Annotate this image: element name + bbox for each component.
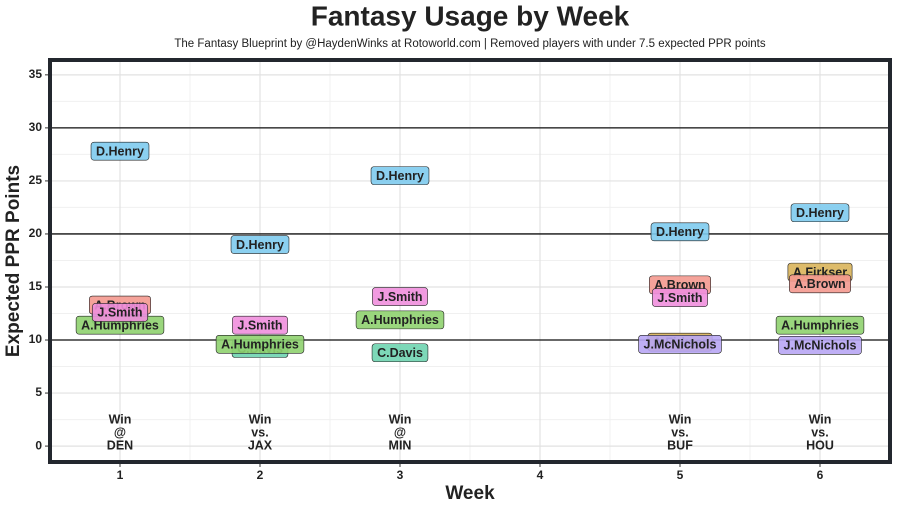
point-label: J.McNichols [778,336,862,355]
x-tick-label: 3 [397,468,404,482]
chart-title: Fantasy Usage by Week [311,0,630,31]
y-tick-label: 35 [29,67,43,81]
annotation: HOU [806,438,834,452]
plot-border [48,58,892,464]
annotation: @ [114,425,126,439]
point-label: A.Brown [789,274,851,294]
y-tick-label: 25 [29,173,43,187]
annotation: vs. [251,425,268,439]
y-tick-label: 0 [35,438,42,452]
point [232,315,288,335]
point-label-text: J.Smith [97,306,142,320]
annotation: vs. [671,425,688,439]
point-label: D.Henry [650,222,710,242]
point-label-text: J.McNichols [784,339,857,353]
y-axis-label: Expected PPR Points [3,165,24,357]
point-label: D.Henry [90,141,150,161]
point [652,288,708,307]
point [372,287,428,306]
annotation: Win [109,412,132,426]
annotation: Win [389,412,412,426]
annotation: JAX [248,438,273,452]
point-label-text: A.Humphries [81,318,159,332]
annotation: Win [809,412,832,426]
point [371,343,429,363]
point-label-text: A.Humphries [361,313,439,327]
point [778,336,862,355]
annotation: @ [394,425,406,439]
x-tick-label: 4 [537,468,544,482]
point [790,203,850,223]
annotation: BUF [667,438,693,452]
point [789,274,851,294]
point [638,334,722,354]
point-label-text: A.Humphries [221,338,299,352]
y-tick-label: 15 [29,279,43,293]
point-label-text: D.Henry [96,145,144,159]
point-label-text: D.Henry [656,225,704,239]
annotation: DEN [107,438,133,452]
point [215,334,305,354]
point-label: J.Smith [652,288,708,307]
point-label: A.Humphries [775,315,865,335]
point-label: A.Humphries [355,310,445,330]
point-label: J.McNichols [638,334,722,354]
x-tick-label: 1 [117,468,124,482]
y-tick-label: 10 [29,332,43,346]
point-label-text: D.Henry [796,206,844,220]
annotation: Win [669,412,692,426]
x-axis-label: Week [445,483,495,504]
point-label: D.Henry [790,203,850,223]
point-label-text: J.Smith [377,290,422,304]
point [650,222,710,242]
point-label: D.Henry [370,166,430,185]
point-label: J.Smith [92,303,148,322]
point-label: D.Henry [230,235,290,254]
point-label-text: C.Davis [377,346,423,360]
y-tick-label: 20 [29,226,43,240]
point-label-text: J.Smith [657,291,702,305]
point [775,315,865,335]
point-label: C.Davis [371,343,429,363]
x-tick-label: 5 [677,468,684,482]
annotation: MIN [389,438,412,452]
chart-subtitle: The Fantasy Blueprint by @HaydenWinks at… [174,38,765,50]
point-label-text: J.Smith [237,318,282,332]
point-label-text: A.Brown [794,277,845,291]
x-tick-label: 6 [817,468,824,482]
annotation: vs. [811,425,828,439]
point-label: J.Smith [372,287,428,306]
point-label-text: J.McNichols [644,338,717,352]
point-label-text: A.Humphries [781,318,859,332]
y-tick-label: 5 [35,385,42,399]
x-tick-label: 2 [257,468,264,482]
point [355,310,445,330]
point [230,235,290,254]
y-tick-label: 30 [29,120,43,134]
point-label-text: D.Henry [236,238,284,252]
point [370,166,430,185]
point-label-text: D.Henry [376,169,424,183]
point [92,303,148,322]
point [90,141,150,161]
annotation: Win [249,412,272,426]
point-label: A.Humphries [215,334,305,354]
point-label: J.Smith [232,315,288,335]
